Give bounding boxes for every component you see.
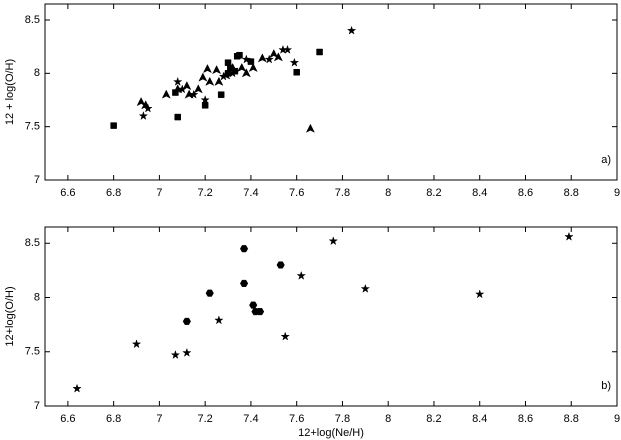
point	[170, 349, 181, 360]
panel-label: a)	[601, 154, 611, 166]
x-tick-label: 7	[156, 187, 162, 199]
point	[248, 62, 258, 73]
y-tick-label: 8.5	[25, 237, 40, 249]
y-tick-label: 7	[34, 174, 40, 186]
x-tick-label: 6.8	[106, 187, 121, 199]
x-tick-label: 7.8	[335, 187, 350, 199]
point	[269, 49, 279, 59]
x-tick-label: 7.8	[335, 413, 350, 425]
point	[241, 54, 252, 64]
x-tick-label: 7.4	[243, 187, 258, 199]
point	[212, 65, 222, 75]
point	[360, 283, 371, 293]
x-tick-label: 8.2	[426, 187, 441, 199]
point	[296, 270, 307, 280]
point	[202, 64, 213, 74]
point	[239, 245, 249, 253]
y-axis-label: 12+log(O/H)	[4, 286, 16, 346]
x-tick-label: 6.6	[60, 187, 75, 199]
x-tick-label: 8.6	[518, 187, 533, 199]
point	[293, 69, 300, 76]
x-tick-label: 7.6	[289, 413, 304, 425]
y-tick-label: 7.5	[25, 346, 40, 358]
point	[198, 72, 208, 82]
point	[474, 289, 485, 299]
point	[161, 89, 171, 99]
point	[233, 53, 241, 60]
point	[136, 97, 146, 107]
x-tick-label: 8	[385, 413, 391, 425]
point	[141, 100, 151, 110]
point	[276, 261, 285, 269]
point	[249, 301, 258, 309]
point	[205, 76, 215, 86]
x-tick-label: 7	[156, 413, 162, 425]
x-tick-label: 7.2	[198, 187, 213, 199]
point	[205, 289, 214, 297]
point	[289, 57, 300, 67]
point	[264, 54, 274, 64]
point	[214, 315, 224, 325]
plot-frame	[44, 3, 618, 181]
point	[328, 236, 339, 246]
plot-frame	[44, 226, 618, 407]
point	[182, 317, 191, 325]
point	[257, 53, 267, 63]
x-tick-label: 6.6	[60, 413, 75, 425]
point	[184, 89, 194, 99]
y-tick-label: 7.5	[25, 121, 40, 133]
x-tick-label: 8.4	[472, 187, 487, 199]
point	[110, 122, 117, 129]
y-tick-label: 8	[34, 67, 40, 79]
point	[227, 68, 238, 78]
point	[193, 84, 203, 94]
x-tick-label: 8.2	[426, 413, 441, 425]
x-tick-label: 8	[385, 187, 391, 199]
x-tick-label: 7.4	[243, 413, 258, 425]
point	[564, 231, 574, 241]
x-tick-label: 7.2	[198, 413, 213, 425]
point	[282, 44, 293, 54]
point	[241, 68, 251, 78]
x-tick-label: 9	[614, 413, 620, 425]
point	[182, 81, 192, 91]
x-tick-label: 9	[614, 187, 620, 199]
point	[200, 94, 210, 105]
point	[174, 113, 181, 121]
x-tick-label: 8.4	[472, 413, 487, 425]
point	[255, 308, 265, 316]
point	[237, 62, 247, 73]
x-tick-label: 8.8	[564, 413, 579, 425]
point	[346, 25, 357, 35]
point	[305, 123, 315, 133]
point	[221, 70, 231, 80]
point	[172, 76, 183, 86]
point	[131, 339, 142, 349]
point	[280, 331, 291, 341]
point	[214, 76, 224, 86]
x-axis-label: 12+log(Ne/H)	[298, 427, 364, 439]
point	[217, 91, 225, 98]
x-tick-label: 8.8	[564, 187, 579, 199]
point	[228, 62, 238, 73]
y-tick-label: 8.5	[25, 14, 40, 26]
point	[316, 48, 323, 56]
x-tick-label: 7.6	[289, 187, 304, 199]
point	[273, 52, 283, 62]
y-tick-label: 8	[34, 291, 40, 303]
x-tick-label: 6.8	[106, 413, 121, 425]
y-axis-label: 12 + log(O/H)	[4, 59, 16, 125]
point	[239, 279, 249, 287]
point	[173, 84, 183, 94]
point	[182, 347, 192, 357]
panel-label: b)	[601, 380, 611, 392]
point	[72, 383, 82, 393]
point	[138, 110, 149, 121]
y-tick-label: 7	[34, 400, 40, 412]
x-tick-label: 8.6	[518, 413, 533, 425]
